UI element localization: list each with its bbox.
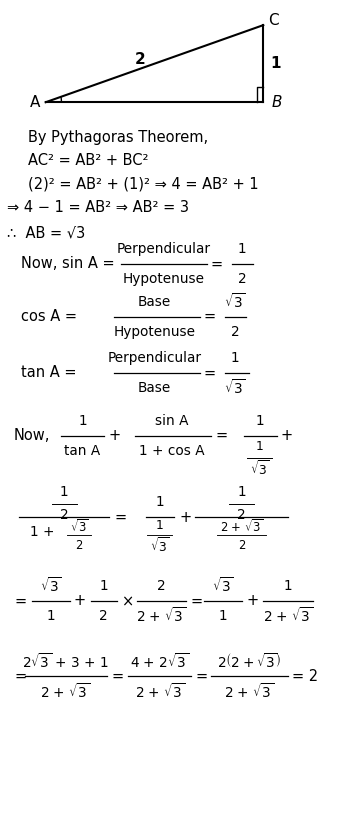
- Text: 1: 1: [270, 56, 281, 71]
- Text: 1: 1: [237, 485, 246, 499]
- Text: AC² = AB² + BC²: AC² = AB² + BC²: [28, 153, 148, 168]
- Text: 2: 2: [237, 508, 246, 521]
- Text: =: =: [14, 669, 26, 684]
- Text: $\sqrt{3}$: $\sqrt{3}$: [150, 536, 170, 555]
- Text: sin A: sin A: [155, 414, 189, 427]
- Text: 1: 1: [78, 414, 87, 427]
- Text: 1: 1: [156, 519, 164, 532]
- Text: 1: 1: [60, 485, 68, 499]
- Text: =: =: [14, 593, 26, 608]
- Text: 2: 2: [157, 579, 166, 592]
- Text: =: =: [211, 256, 223, 272]
- Text: 2: 2: [75, 539, 83, 552]
- Text: 2$\sqrt{3}$ + 3 + 1: 2$\sqrt{3}$ + 3 + 1: [22, 652, 108, 670]
- Text: =: =: [216, 428, 228, 443]
- Text: 2$\left(2 + \sqrt{3}\right)$: 2$\left(2 + \sqrt{3}\right)$: [217, 652, 282, 670]
- Text: tan A =: tan A =: [21, 365, 77, 380]
- Text: 4 + 2$\sqrt{3}$: 4 + 2$\sqrt{3}$: [130, 652, 189, 670]
- Text: ⇒ 4 − 1 = AB² ⇒ AB² = 3: ⇒ 4 − 1 = AB² ⇒ AB² = 3: [7, 200, 189, 215]
- Text: 1: 1: [155, 495, 164, 509]
- Text: +: +: [281, 428, 293, 443]
- Text: $\sqrt{3}$: $\sqrt{3}$: [212, 577, 234, 595]
- Text: C: C: [269, 13, 279, 28]
- Text: 2: 2: [60, 508, 68, 521]
- Text: 1: 1: [284, 579, 292, 592]
- Text: Hypotenuse: Hypotenuse: [113, 325, 196, 339]
- Text: Hypotenuse: Hypotenuse: [122, 272, 204, 286]
- Text: +: +: [74, 593, 86, 608]
- Text: cos A =: cos A =: [21, 309, 77, 324]
- Text: Now, sin A =: Now, sin A =: [21, 256, 115, 272]
- Text: Now,: Now,: [14, 428, 51, 443]
- Text: 2 + $\sqrt{3}$: 2 + $\sqrt{3}$: [263, 607, 313, 625]
- Text: 2 + $\sqrt{3}$: 2 + $\sqrt{3}$: [224, 682, 274, 701]
- Text: $\sqrt{3}$: $\sqrt{3}$: [224, 292, 246, 311]
- Text: 1 +: 1 +: [30, 525, 54, 539]
- Text: 2 + $\sqrt{3}$: 2 + $\sqrt{3}$: [220, 518, 263, 535]
- Text: Base: Base: [138, 295, 171, 308]
- Text: $\times$: $\times$: [121, 593, 133, 608]
- Text: 2 + $\sqrt{3}$: 2 + $\sqrt{3}$: [134, 682, 185, 701]
- Text: +: +: [179, 510, 191, 525]
- Text: By Pythagoras Theorem,: By Pythagoras Theorem,: [28, 130, 208, 145]
- Text: Perpendicular: Perpendicular: [107, 351, 201, 365]
- Text: 1: 1: [231, 351, 239, 365]
- Text: B: B: [272, 95, 283, 110]
- Text: $\sqrt{3}$: $\sqrt{3}$: [69, 518, 88, 535]
- Text: $\sqrt{3}$: $\sqrt{3}$: [40, 577, 62, 595]
- Text: 2: 2: [99, 609, 108, 623]
- Text: A: A: [30, 95, 40, 110]
- Text: =: =: [190, 593, 203, 608]
- Text: +: +: [247, 593, 259, 608]
- Text: 2: 2: [238, 539, 245, 552]
- Text: 2: 2: [231, 325, 239, 339]
- Text: =: =: [112, 669, 124, 684]
- Text: 1: 1: [47, 609, 55, 623]
- Text: (2)² = AB² + (1)² ⇒ 4 = AB² + 1: (2)² = AB² + (1)² ⇒ 4 = AB² + 1: [28, 177, 259, 192]
- Text: 1: 1: [238, 242, 246, 256]
- Text: $\sqrt{3}$: $\sqrt{3}$: [250, 459, 270, 478]
- Text: =: =: [204, 309, 216, 324]
- Text: 1: 1: [256, 440, 264, 453]
- Text: +: +: [109, 428, 121, 443]
- Text: 2: 2: [135, 52, 146, 67]
- Text: ∴  AB = √3: ∴ AB = √3: [7, 225, 85, 241]
- Text: $\sqrt{3}$: $\sqrt{3}$: [224, 379, 246, 397]
- Text: Perpendicular: Perpendicular: [116, 242, 210, 256]
- Text: =: =: [196, 669, 208, 684]
- Text: tan A: tan A: [64, 444, 101, 458]
- Text: Base: Base: [138, 381, 171, 395]
- Text: 2: 2: [238, 272, 246, 286]
- Text: =: =: [114, 510, 126, 525]
- Text: 1: 1: [219, 609, 227, 623]
- Text: =: =: [204, 365, 216, 380]
- Text: 1: 1: [256, 414, 264, 427]
- Text: = 2: = 2: [292, 669, 318, 684]
- Text: 2 + $\sqrt{3}$: 2 + $\sqrt{3}$: [40, 682, 90, 701]
- Text: 2 + $\sqrt{3}$: 2 + $\sqrt{3}$: [136, 607, 187, 625]
- Text: 1 + cos A: 1 + cos A: [139, 444, 205, 458]
- Text: 1: 1: [99, 579, 108, 592]
